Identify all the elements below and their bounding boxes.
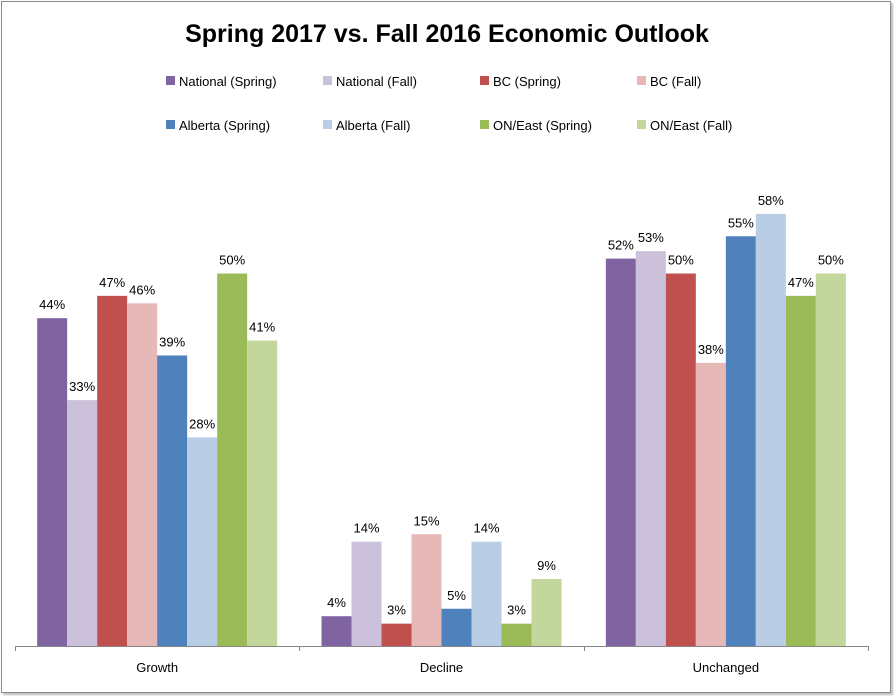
x-tick-label: Unchanged <box>693 660 760 675</box>
data-label: 41% <box>249 320 275 335</box>
data-label: 14% <box>353 521 379 536</box>
bar <box>217 273 248 646</box>
data-label: 5% <box>447 588 466 603</box>
data-label: 14% <box>473 521 499 536</box>
legend-entry: BC (Spring) <box>493 74 561 89</box>
data-label: 28% <box>189 416 215 431</box>
bar <box>665 273 696 646</box>
bar <box>381 623 412 646</box>
legend-swatch <box>637 120 646 129</box>
legend-entry: Alberta (Spring) <box>179 118 270 133</box>
bar <box>67 400 98 646</box>
data-label: 50% <box>818 253 844 268</box>
legend-entry: National (Spring) <box>179 74 277 89</box>
data-label: 9% <box>537 558 556 573</box>
legend-swatch <box>480 120 489 129</box>
bar <box>755 213 786 646</box>
bar <box>321 616 352 646</box>
data-label: 50% <box>668 253 694 268</box>
data-label: 46% <box>129 282 155 297</box>
bar <box>97 295 128 646</box>
data-label: 15% <box>413 513 439 528</box>
bar <box>785 295 816 646</box>
bar <box>127 303 158 646</box>
legend-swatch <box>637 76 646 85</box>
bar <box>157 355 188 646</box>
legend-entry: National (Fall) <box>336 74 417 89</box>
bar <box>815 273 846 646</box>
data-label: 55% <box>728 215 754 230</box>
legend-entry: BC (Fall) <box>650 74 701 89</box>
data-label: 39% <box>159 334 185 349</box>
chart-title: Spring 2017 vs. Fall 2016 Economic Outlo… <box>185 20 709 48</box>
bar <box>635 251 666 646</box>
bar <box>725 236 756 646</box>
data-label: 50% <box>219 253 245 268</box>
bar <box>441 608 472 646</box>
legend-swatch <box>166 76 175 85</box>
x-tick-label: Decline <box>420 660 463 675</box>
bar <box>501 623 532 646</box>
data-label: 4% <box>327 595 346 610</box>
legend-entry: ON/East (Spring) <box>493 118 592 133</box>
bar <box>247 340 278 646</box>
legend-swatch <box>166 120 175 129</box>
x-tick-label: Growth <box>136 660 178 675</box>
data-label: 53% <box>638 230 664 245</box>
data-label: 33% <box>69 379 95 394</box>
data-label: 58% <box>758 193 784 208</box>
bar <box>471 541 502 646</box>
bar <box>187 437 218 646</box>
bar <box>351 541 382 646</box>
data-label: 44% <box>39 297 65 312</box>
legend-swatch <box>323 76 332 85</box>
data-label: 3% <box>387 603 406 618</box>
legend-swatch <box>323 120 332 129</box>
data-label: 52% <box>608 238 634 253</box>
bar <box>37 318 68 646</box>
bar <box>411 534 442 646</box>
legend-entry: Alberta (Fall) <box>336 118 410 133</box>
data-label: 47% <box>788 275 814 290</box>
data-label: 3% <box>507 603 526 618</box>
bar <box>531 578 562 646</box>
data-label: 38% <box>698 342 724 357</box>
bar <box>605 258 636 646</box>
legend-entry: ON/East (Fall) <box>650 118 732 133</box>
data-label: 47% <box>99 275 125 290</box>
legend-swatch <box>480 76 489 85</box>
bar <box>695 362 726 646</box>
